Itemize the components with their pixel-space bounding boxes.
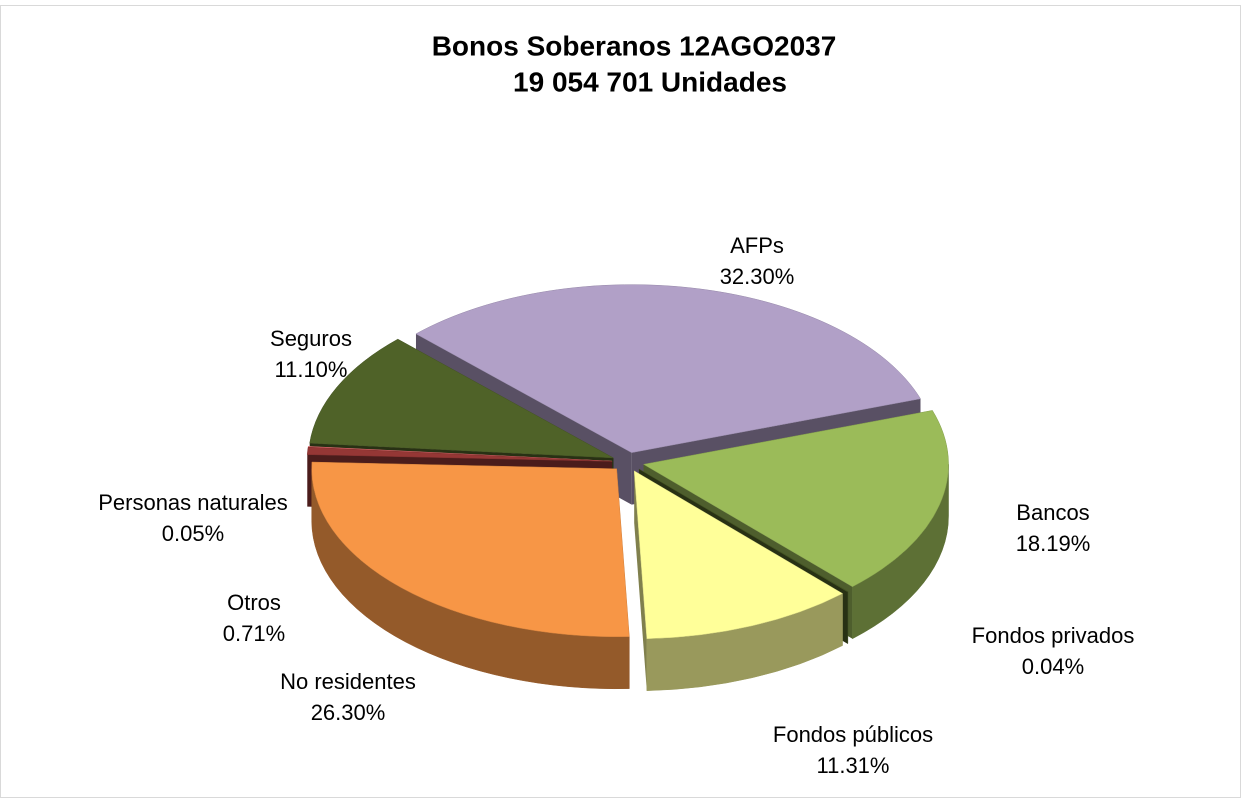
slice <box>311 461 630 638</box>
slice-value-label: 11.31% <box>817 753 890 778</box>
slice-value-label: 0.04% <box>1022 654 1084 679</box>
chart-title: Bonos Soberanos 12AGO2037 <box>432 30 837 61</box>
pie <box>307 284 949 691</box>
slice-value-label: 18.19% <box>1016 531 1091 556</box>
slice <box>633 470 844 639</box>
slice-value-label: 26.30% <box>311 700 386 725</box>
slice-label: Seguros <box>270 326 352 351</box>
slice-value-label: 32.30% <box>720 264 795 289</box>
slice <box>638 468 849 592</box>
slice <box>642 410 949 588</box>
slice-label: AFPs <box>730 233 784 258</box>
slice-label: No residentes <box>280 669 416 694</box>
slice-value-label: 11.10% <box>275 357 348 382</box>
slice-value-label: 0.71% <box>223 621 285 646</box>
chart-subtitle: 19 054 701 Unidades <box>513 66 787 97</box>
slice-label: Bancos <box>1016 500 1089 525</box>
slice-label: Fondos privados <box>972 623 1135 648</box>
slice-side <box>634 470 647 691</box>
slice <box>415 284 921 453</box>
slice-value-label: 0.05% <box>162 521 224 546</box>
slice-label: Fondos públicos <box>773 722 933 747</box>
slice-label: Personas naturales <box>98 490 288 515</box>
slice <box>307 446 613 462</box>
slice-label: Otros <box>227 590 281 615</box>
slice-wall <box>847 590 849 645</box>
slice <box>309 338 614 459</box>
